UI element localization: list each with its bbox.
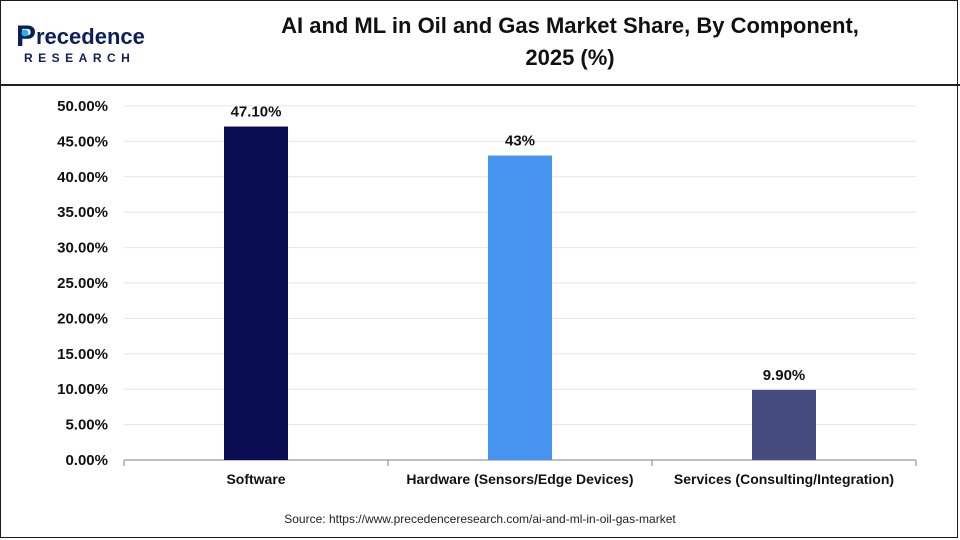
y-tick-label: 45.00% bbox=[57, 133, 108, 150]
y-tick-label: 40.00% bbox=[57, 169, 108, 186]
y-tick-label: 0.00% bbox=[65, 452, 108, 469]
data-label: 43% bbox=[505, 133, 535, 150]
brand-logo: P recedence RESEARCH bbox=[16, 20, 145, 65]
logo-initial: P bbox=[16, 20, 36, 53]
x-tick-label: Hardware (Sensors/Edge Devices) bbox=[406, 471, 633, 487]
x-tick-label: Software bbox=[226, 471, 285, 487]
logo-wordmark: recedence bbox=[36, 24, 145, 49]
bar-chart: 0.00% 5.00% 10.00% 15.00% 20.00% 25.00% 30.00%… bbox=[57, 98, 917, 487]
header: P recedence RESEARCH AI and ML in Oil an… bbox=[0, 0, 960, 84]
bar bbox=[752, 389, 816, 460]
logo-subtitle: RESEARCH bbox=[24, 51, 135, 65]
header-divider bbox=[0, 84, 960, 86]
y-tick-label: 5.00% bbox=[65, 417, 108, 434]
bar bbox=[488, 155, 552, 460]
x-tick-label: Services (Consulting/Integration) bbox=[674, 471, 894, 487]
chart-title-line1: AI and ML in Oil and Gas Market Share, B… bbox=[281, 13, 859, 38]
chart-title-line2: 2025 (%) bbox=[525, 45, 615, 70]
y-tick-label: 30.00% bbox=[57, 240, 108, 257]
source-note: Source: https://www.precedenceresearch.c… bbox=[284, 512, 676, 526]
chart-title: AI and ML in Oil and Gas Market Share, B… bbox=[200, 10, 940, 74]
data-label: 9.90% bbox=[763, 367, 806, 384]
bar bbox=[224, 126, 288, 461]
y-tick-label: 50.00% bbox=[57, 98, 108, 115]
data-label: 47.10% bbox=[231, 104, 282, 121]
y-tick-label: 25.00% bbox=[57, 275, 108, 292]
y-tick-label: 15.00% bbox=[57, 346, 108, 363]
y-tick-label: 20.00% bbox=[57, 310, 108, 327]
y-tick-label: 10.00% bbox=[57, 381, 108, 398]
logo-dot-icon bbox=[21, 29, 29, 37]
y-tick-label: 35.00% bbox=[57, 204, 108, 221]
